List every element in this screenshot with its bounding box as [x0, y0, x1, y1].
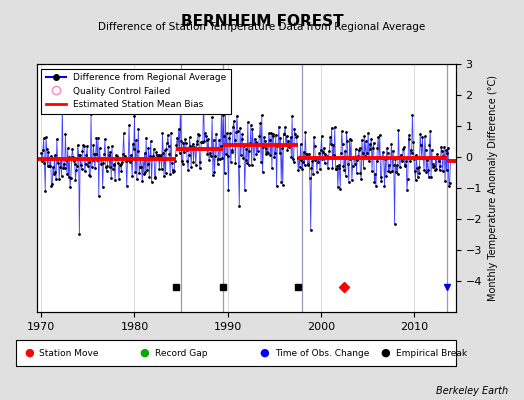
Legend: Difference from Regional Average, Quality Control Failed, Estimated Station Mean: Difference from Regional Average, Qualit… — [41, 68, 231, 114]
Text: ●: ● — [380, 348, 390, 358]
Text: BERNHEIM FOREST: BERNHEIM FOREST — [181, 14, 343, 29]
Text: ●: ● — [260, 348, 269, 358]
Text: Time of Obs. Change: Time of Obs. Change — [275, 348, 369, 358]
Text: Station Move: Station Move — [39, 348, 99, 358]
Text: ●: ● — [139, 348, 149, 358]
Text: Empirical Break: Empirical Break — [396, 348, 467, 358]
Text: ●: ● — [24, 348, 34, 358]
Text: Difference of Station Temperature Data from Regional Average: Difference of Station Temperature Data f… — [99, 22, 425, 32]
Text: Record Gap: Record Gap — [155, 348, 207, 358]
Y-axis label: Monthly Temperature Anomaly Difference (°C): Monthly Temperature Anomaly Difference (… — [488, 75, 498, 301]
Text: Berkeley Earth: Berkeley Earth — [436, 386, 508, 396]
